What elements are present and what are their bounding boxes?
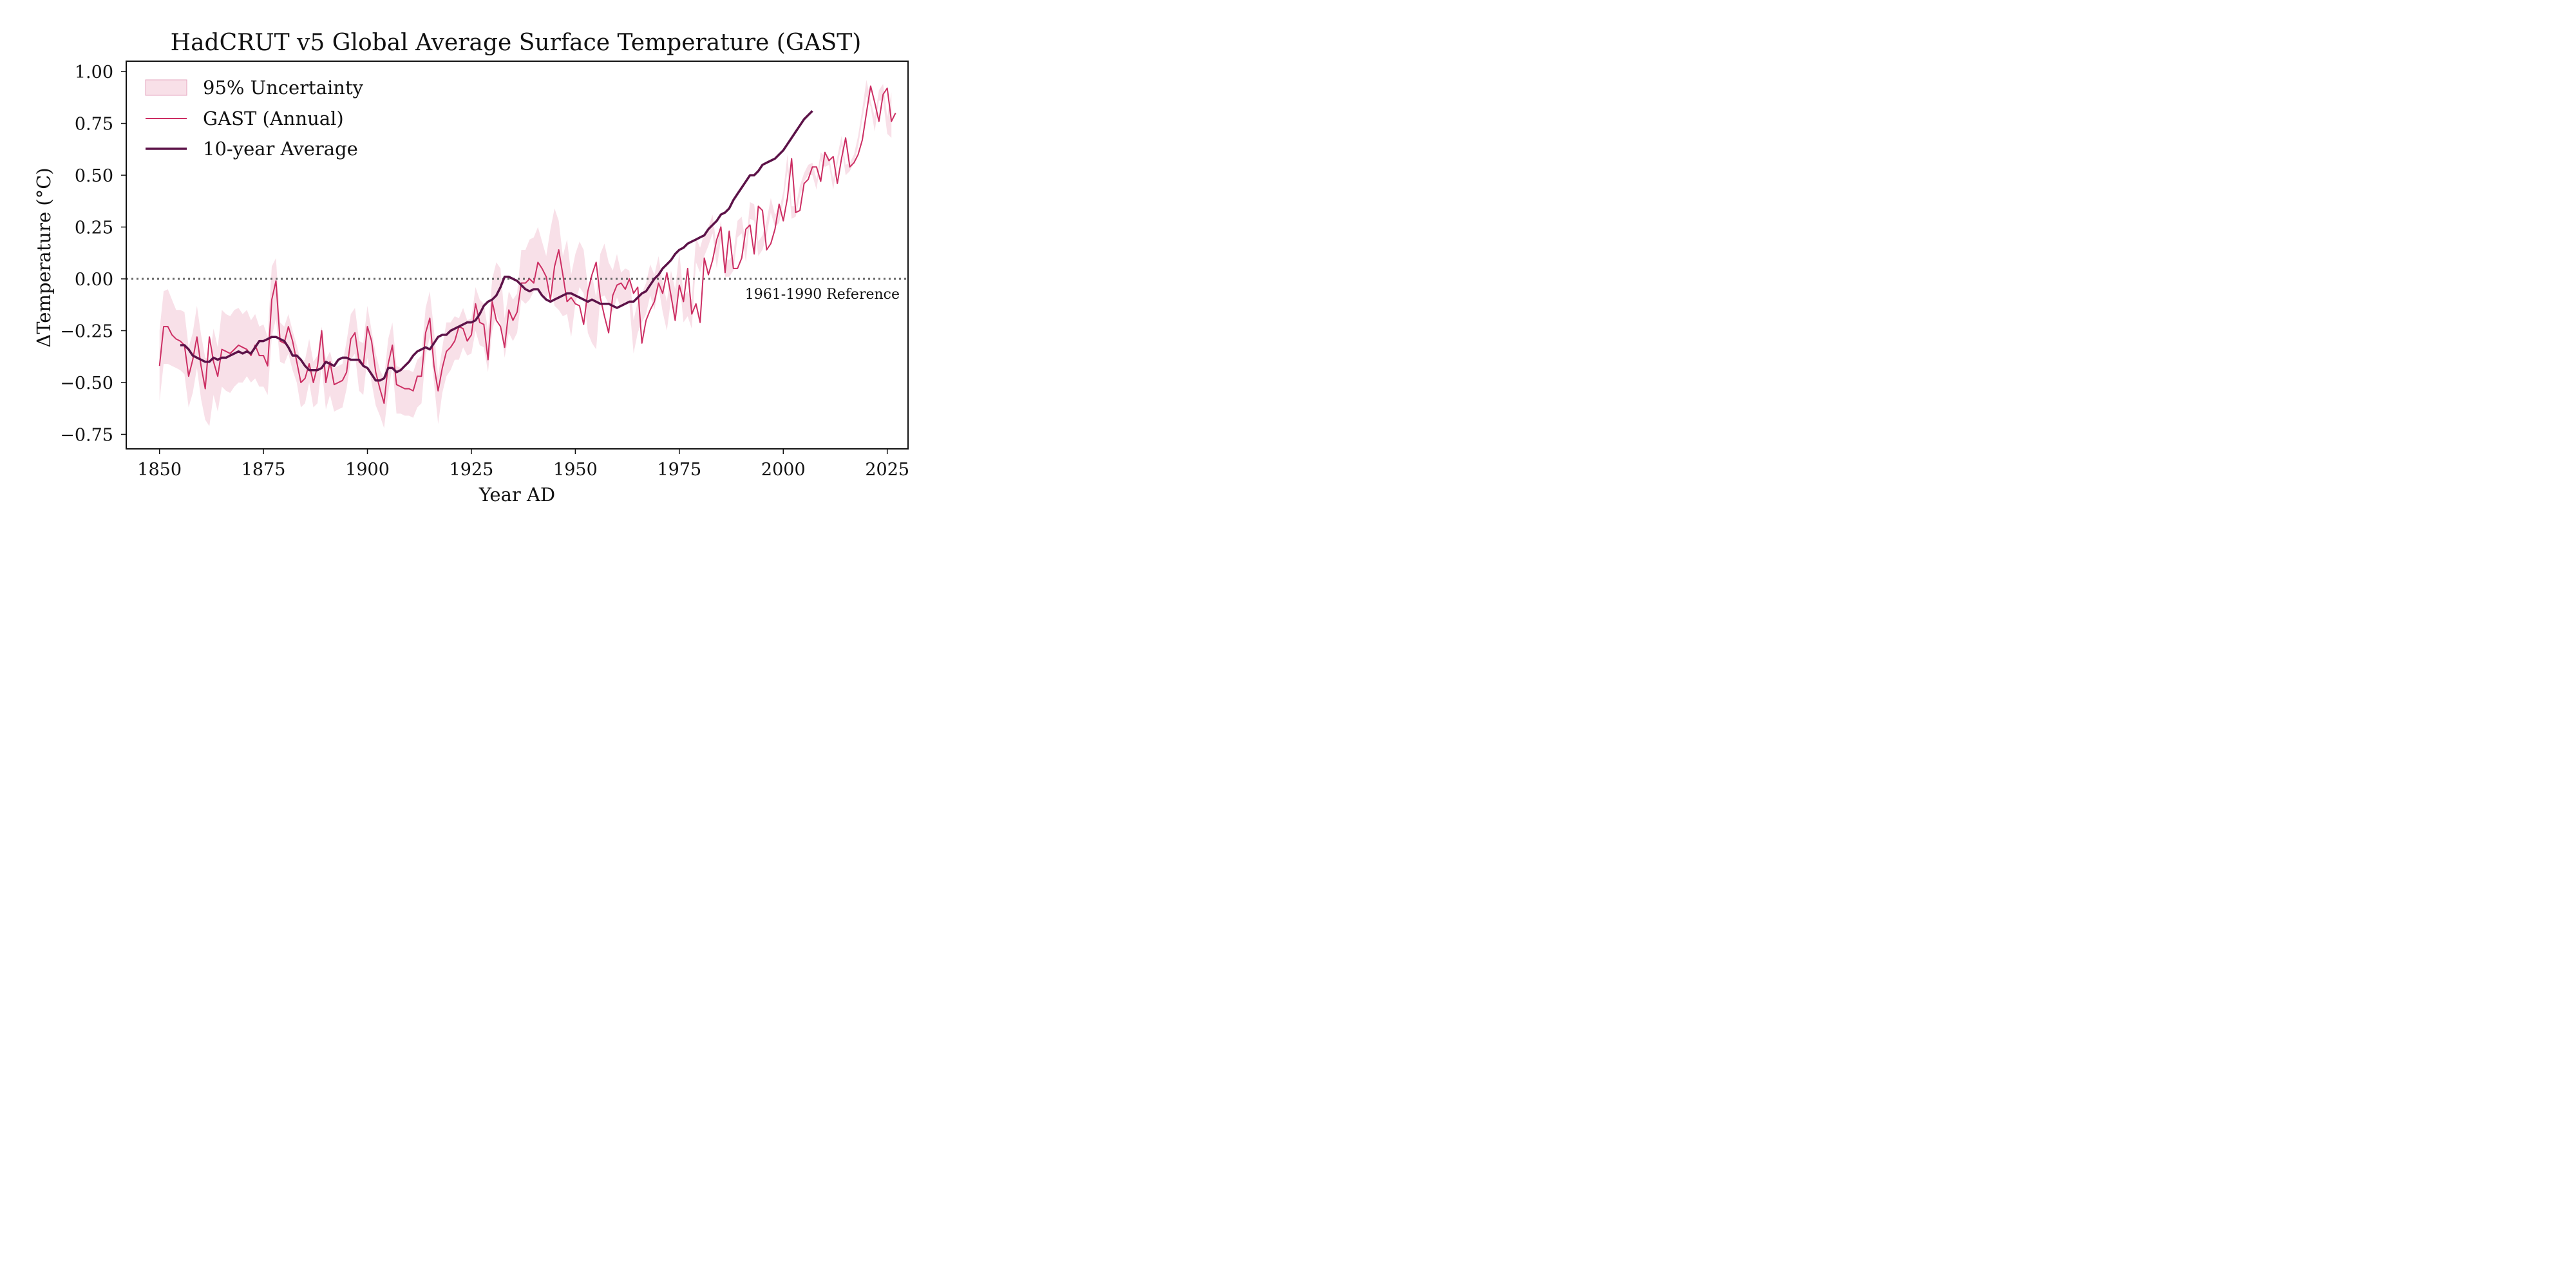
- x-tick-label: 1975: [657, 460, 701, 480]
- y-tick-label: 0.50: [75, 166, 113, 186]
- x-tick-label: 2025: [865, 460, 909, 480]
- uncertainty-band-layer: [159, 80, 892, 428]
- y-axis: 1.00 0.75 0.50 0.25 0.00 −0.25 −0.50 −0.75: [60, 62, 126, 445]
- y-tick-label: −0.75: [60, 425, 113, 445]
- chart-title: HadCRUT v5 Global Average Surface Temper…: [171, 30, 862, 56]
- legend-label-annual: GAST (Annual): [203, 108, 344, 129]
- average-series-layer: [180, 110, 813, 382]
- average-series-line: [180, 110, 813, 382]
- x-tick-label: 1950: [553, 460, 598, 480]
- legend-label-average: 10-year Average: [203, 138, 358, 160]
- x-axis-label: Year AD: [478, 484, 555, 505]
- x-tick-label: 1925: [450, 460, 494, 480]
- reference-line-label: 1961-1990 Reference: [745, 287, 900, 303]
- legend: 95% Uncertainty GAST (Annual) 10-year Av…: [145, 77, 364, 160]
- x-tick-label: 1875: [242, 460, 286, 480]
- x-tick-label: 1900: [345, 460, 390, 480]
- x-tick-label: 1850: [137, 460, 182, 480]
- x-tick-label: 2000: [761, 460, 806, 480]
- y-tick-label: 0.25: [75, 218, 113, 238]
- y-tick-label: 0.75: [75, 115, 113, 135]
- y-tick-label: −0.25: [60, 322, 113, 342]
- annual-series-layer: [158, 85, 896, 404]
- y-tick-label: 0.00: [75, 270, 113, 290]
- plot-area: 1961-1990 Reference: [126, 61, 909, 450]
- annual-series-line: [158, 85, 896, 404]
- y-tick-label: 1.00: [75, 62, 113, 82]
- legend-swatch-uncertainty: [145, 79, 187, 96]
- y-tick-label: −0.50: [60, 374, 113, 393]
- temperature-chart: HadCRUT v5 Global Average Surface Temper…: [33, 30, 909, 505]
- x-axis: 1850 1875 1900 1925 1950 1975 2000 2025: [137, 449, 909, 480]
- uncertainty-band: [159, 80, 892, 428]
- plot-frame: [126, 61, 909, 450]
- y-axis-label: ΔTemperature (°C): [33, 167, 55, 347]
- legend-label-uncertainty: 95% Uncertainty: [203, 77, 364, 99]
